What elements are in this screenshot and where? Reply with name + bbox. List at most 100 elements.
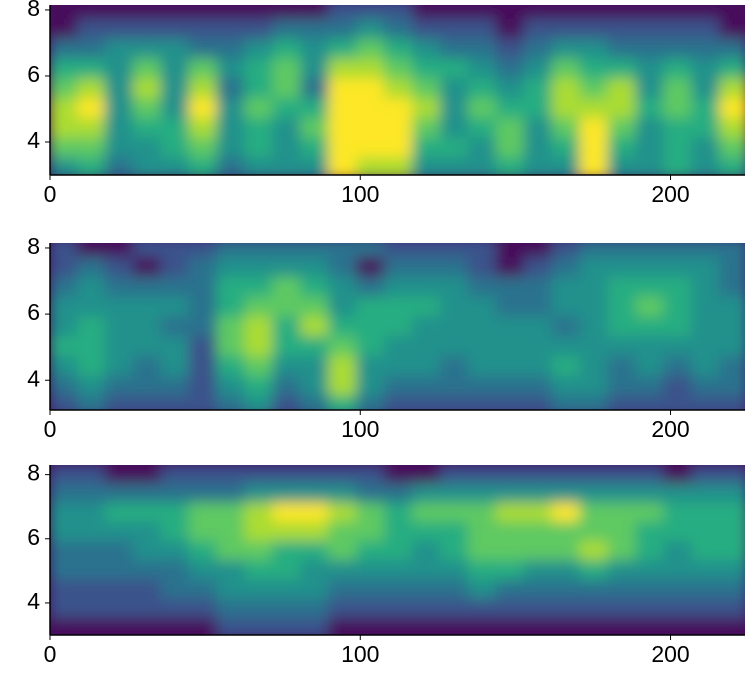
cell bbox=[439, 598, 470, 620]
cell bbox=[439, 579, 470, 601]
cell bbox=[272, 375, 303, 398]
cell bbox=[663, 117, 694, 140]
cell bbox=[160, 256, 191, 279]
cell bbox=[607, 465, 638, 486]
cell bbox=[691, 502, 722, 524]
cell bbox=[635, 38, 666, 61]
cell bbox=[412, 502, 442, 524]
cell bbox=[384, 5, 415, 21]
cell bbox=[439, 243, 470, 259]
cell bbox=[132, 276, 163, 299]
cell bbox=[579, 356, 610, 378]
cell bbox=[439, 521, 470, 543]
cell bbox=[216, 243, 247, 259]
cell bbox=[300, 356, 331, 378]
cell bbox=[356, 560, 387, 582]
x-tick-label: 100 bbox=[341, 416, 379, 442]
cell bbox=[160, 18, 191, 41]
cell bbox=[328, 465, 359, 486]
cell bbox=[551, 137, 582, 160]
cell bbox=[607, 598, 638, 620]
cell bbox=[50, 483, 79, 505]
cell bbox=[551, 465, 582, 486]
cell bbox=[663, 465, 694, 486]
cell bbox=[188, 78, 219, 101]
cell bbox=[328, 483, 359, 505]
cell bbox=[76, 336, 107, 359]
cell bbox=[412, 617, 442, 635]
cell bbox=[412, 18, 442, 41]
cell bbox=[495, 58, 526, 81]
cell bbox=[412, 598, 442, 620]
cell bbox=[300, 598, 331, 620]
cell bbox=[579, 521, 610, 543]
cell bbox=[104, 38, 135, 61]
cell bbox=[188, 117, 219, 140]
cell bbox=[328, 579, 359, 601]
cell bbox=[607, 18, 638, 41]
cell bbox=[439, 157, 470, 175]
cell bbox=[188, 137, 219, 160]
cell bbox=[132, 521, 163, 543]
cell bbox=[76, 98, 107, 120]
cell bbox=[523, 18, 554, 41]
cell bbox=[691, 579, 722, 601]
cell bbox=[300, 38, 331, 61]
cell bbox=[272, 356, 303, 378]
cell bbox=[356, 18, 387, 41]
cell bbox=[104, 296, 135, 319]
cell bbox=[691, 276, 722, 299]
y-tick-label: 4 bbox=[27, 365, 40, 391]
cell bbox=[663, 356, 694, 378]
cell bbox=[356, 98, 387, 120]
cell bbox=[579, 540, 610, 563]
cell bbox=[272, 18, 303, 41]
cell bbox=[132, 316, 163, 339]
cell bbox=[356, 137, 387, 160]
cell bbox=[272, 395, 303, 410]
cell bbox=[635, 598, 666, 620]
cell bbox=[244, 336, 275, 359]
cell bbox=[132, 296, 163, 319]
cell bbox=[160, 617, 191, 635]
cell bbox=[300, 256, 331, 279]
cell bbox=[663, 5, 694, 21]
cell bbox=[579, 276, 610, 299]
cell bbox=[719, 117, 745, 140]
cell bbox=[663, 560, 694, 582]
cell bbox=[635, 395, 666, 410]
cell bbox=[635, 98, 666, 120]
cell bbox=[244, 540, 275, 563]
cell bbox=[50, 316, 79, 339]
cell bbox=[244, 18, 275, 41]
cell bbox=[495, 157, 526, 175]
cell bbox=[272, 243, 303, 259]
cell bbox=[495, 579, 526, 601]
cell bbox=[50, 117, 79, 140]
cell bbox=[328, 521, 359, 543]
cell bbox=[50, 540, 79, 563]
cell bbox=[523, 276, 554, 299]
cell bbox=[523, 98, 554, 120]
cell bbox=[635, 356, 666, 378]
cell bbox=[272, 465, 303, 486]
cell bbox=[635, 502, 666, 524]
cell bbox=[551, 243, 582, 259]
cell bbox=[523, 617, 554, 635]
cell bbox=[467, 617, 498, 635]
cell bbox=[412, 540, 442, 563]
cell bbox=[76, 617, 107, 635]
cell bbox=[272, 598, 303, 620]
cell bbox=[300, 296, 331, 319]
cell bbox=[607, 276, 638, 299]
cell bbox=[495, 375, 526, 398]
cell bbox=[300, 579, 331, 601]
cell bbox=[216, 465, 247, 486]
cell bbox=[328, 316, 359, 339]
cell bbox=[412, 117, 442, 140]
cell bbox=[439, 256, 470, 279]
cell bbox=[132, 117, 163, 140]
y-tick-label: 8 bbox=[27, 460, 40, 486]
cell bbox=[132, 465, 163, 486]
x-tick-label: 200 bbox=[651, 181, 689, 207]
